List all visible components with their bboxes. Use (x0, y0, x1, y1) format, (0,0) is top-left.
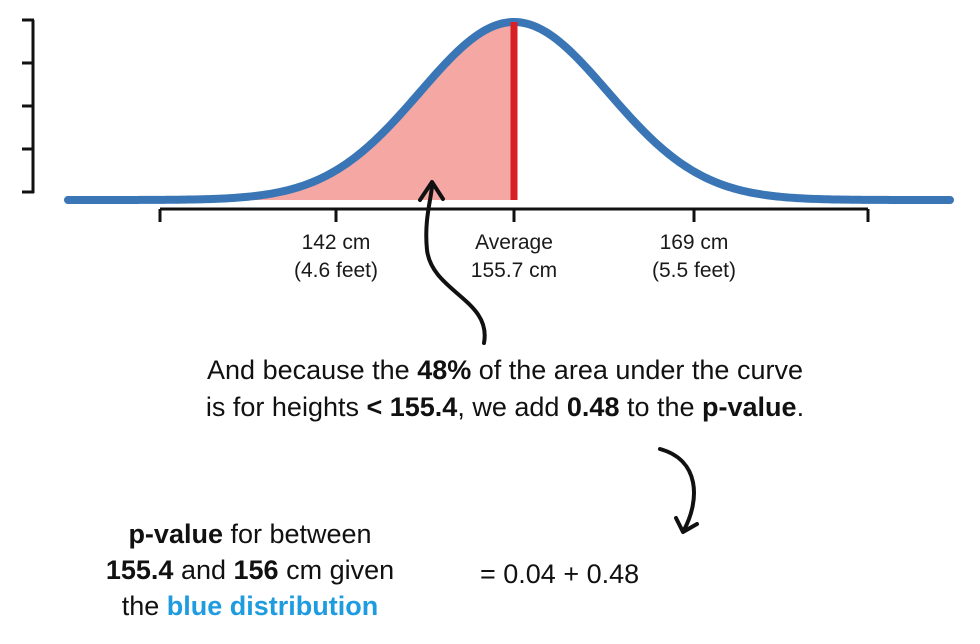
text-run: , we add (457, 392, 567, 422)
pvalue-equation: = 0.04 + 0.48 (480, 559, 640, 589)
text-run: and (173, 555, 234, 585)
text-run: for between (222, 519, 372, 549)
tick-label-169: 169 cm (5.5 feet) (594, 229, 794, 285)
pvalue-line-2: 155.4 and 156 cm given (60, 552, 440, 588)
tick-label-line: Average (475, 231, 553, 254)
x-axis (158, 207, 870, 222)
text-run: the (121, 591, 167, 621)
tick-label-line: (4.6 feet) (293, 259, 379, 282)
pvalue-line-1: p-value for between (60, 516, 440, 552)
pvalue-description: p-value for between 155.4 and 156 cm giv… (60, 516, 440, 624)
text-bold: < 155.4 (366, 392, 458, 422)
text-bold: 156 (233, 555, 279, 585)
text-run: And because the (207, 355, 418, 385)
text-run: cm given (278, 555, 395, 585)
arrow-to-shaded-area (418, 180, 487, 345)
tick-label-line: 169 cm (659, 231, 729, 254)
text-run: of the area under the curve is for heigh… (205, 355, 803, 422)
explanation-text: And because the 48% of the area under th… (200, 352, 810, 426)
text-bold: p-value (128, 519, 223, 549)
shaded-area-below-155 (160, 22, 514, 200)
text-bold: p-value (702, 392, 797, 422)
text-run: . (796, 392, 805, 422)
pvalue-line-3: the blue distribution (60, 588, 440, 624)
y-axis (22, 18, 35, 194)
text-bold: 0.48 (566, 392, 620, 422)
text-bold: 48% (417, 355, 472, 385)
tick-label-142: 142 cm (4.6 feet) (236, 229, 436, 285)
text-bold: 155.4 (105, 555, 174, 585)
tick-label-average: Average 155.7 cm (414, 229, 614, 285)
normal-curve (64, 18, 954, 204)
text-run: to the (619, 392, 703, 422)
blue-distribution-label: blue distribution (166, 591, 379, 621)
arrow-to-equation (658, 447, 699, 534)
tick-label-line: (5.5 feet) (651, 259, 737, 282)
tick-label-line: 155.7 cm (470, 259, 558, 282)
tick-label-line: 142 cm (301, 231, 371, 254)
